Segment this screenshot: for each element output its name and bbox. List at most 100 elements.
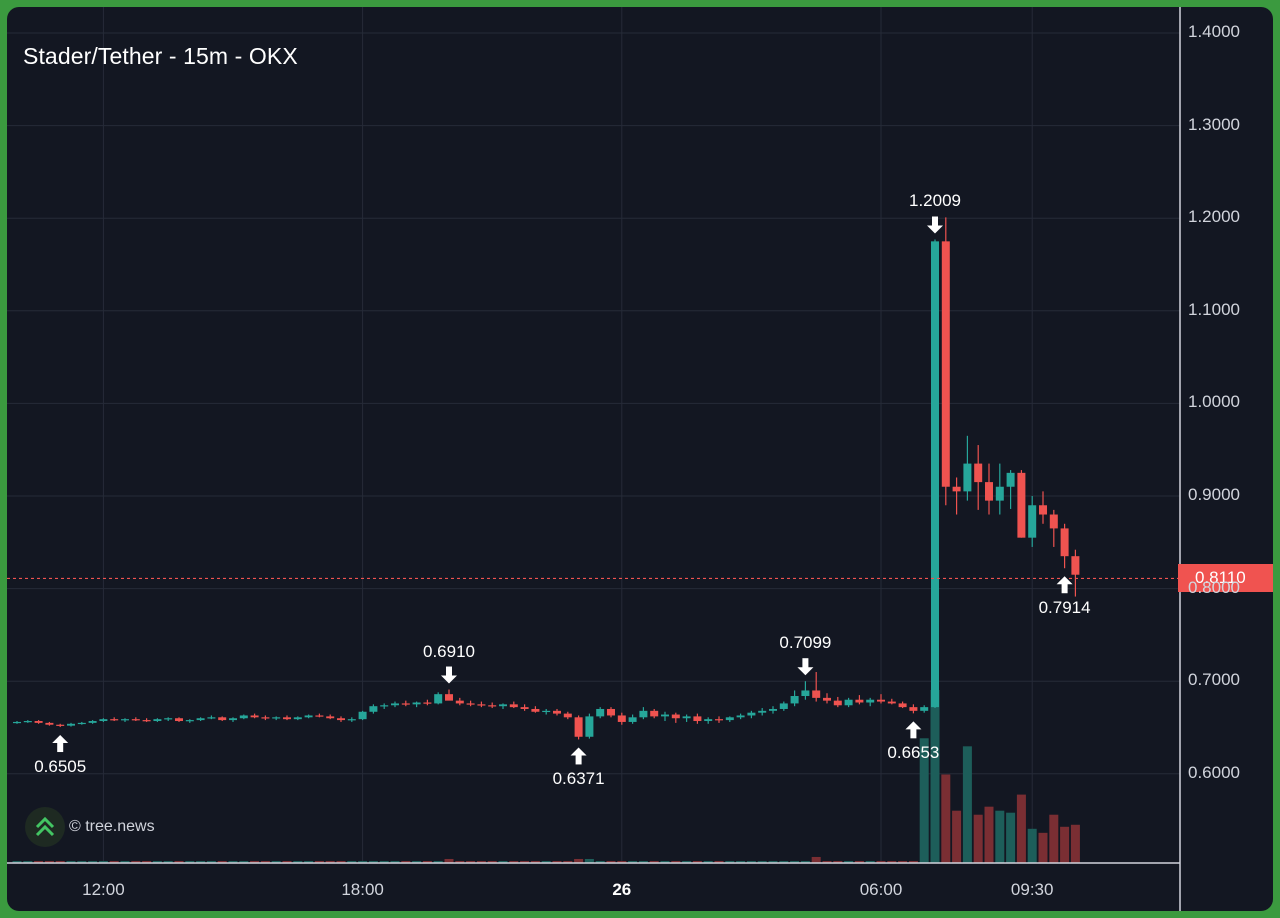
- candle-body: [347, 719, 356, 721]
- volume-bar: [152, 860, 162, 863]
- candle-body: [175, 718, 183, 722]
- price-tick-label: 0.9000: [1188, 485, 1240, 504]
- volume-bar: [725, 860, 735, 863]
- candle-body: [218, 717, 227, 721]
- candle-body: [650, 710, 659, 717]
- volume-bar: [433, 860, 443, 863]
- volume-bar: [984, 806, 994, 863]
- candle-body: [628, 717, 637, 722]
- candle-body: [553, 710, 561, 714]
- candle-body: [250, 715, 259, 718]
- candle-body: [77, 722, 86, 725]
- candle-body: [67, 723, 75, 726]
- candle-body: [434, 694, 443, 704]
- price-tick-label: 0.8000: [1188, 577, 1240, 597]
- volume-bar: [174, 860, 184, 863]
- volume-bar: [390, 860, 400, 863]
- candle-body: [974, 463, 983, 483]
- time-tick-label: 26: [612, 880, 632, 899]
- volume-bar: [476, 860, 486, 863]
- volume-bar: [865, 860, 875, 863]
- candle-body: [963, 463, 972, 492]
- candle-body: [401, 703, 410, 705]
- candle-body: [110, 719, 119, 721]
- volume-bar: [584, 858, 594, 863]
- candle-body: [1017, 472, 1026, 538]
- candle-body: [844, 699, 853, 706]
- volume-bar: [822, 860, 832, 863]
- time-tick-label: 06:00: [859, 880, 903, 899]
- up-arrow-icon-stem: [575, 754, 582, 765]
- volume-bar: [282, 860, 292, 863]
- candle-body: [985, 482, 993, 501]
- candle-body: [520, 707, 529, 709]
- candle-body: [455, 700, 464, 704]
- up-arrow-icon: [905, 721, 922, 730]
- price-annotation-label: 0.6505: [34, 757, 87, 777]
- volume-bar: [606, 860, 616, 863]
- candle-body: [715, 719, 723, 721]
- candle-body: [596, 708, 605, 717]
- candle-body: [369, 706, 378, 712]
- volume-bar: [930, 690, 940, 863]
- volume-bar: [217, 860, 227, 863]
- volume-bar: [422, 860, 432, 863]
- chart-frame: Stader/Tether - 15m - OKX © tree.news 0.…: [7, 7, 1273, 911]
- volume-bar: [163, 860, 173, 863]
- candle-body: [704, 719, 713, 722]
- volume-bar: [617, 860, 627, 863]
- candle-body: [477, 704, 486, 706]
- candle-body: [866, 699, 875, 703]
- price-tick-label: 0.7000: [1188, 670, 1240, 690]
- down-arrow-icon-stem: [802, 658, 809, 669]
- volume-bar: [746, 860, 756, 863]
- volume-bar: [833, 860, 843, 863]
- candle-body: [23, 721, 32, 723]
- volume-bar: [34, 860, 44, 863]
- volume-bar: [55, 860, 65, 863]
- volume-bar: [574, 858, 584, 863]
- volume-bar: [682, 860, 692, 863]
- volume-bar: [466, 860, 476, 863]
- candle-body: [229, 718, 237, 721]
- volume-bar: [790, 860, 800, 863]
- candle-body: [898, 703, 907, 708]
- candle-body: [488, 705, 497, 707]
- candle-body: [13, 721, 21, 724]
- candle-body: [1071, 556, 1080, 575]
- volume-bar: [628, 860, 638, 863]
- candle-body: [380, 705, 389, 707]
- price-annotation-label: 1.2009: [909, 191, 961, 211]
- chart-canvas[interactable]: [7, 7, 1273, 911]
- volume-bar: [757, 860, 767, 863]
- candle-body: [283, 717, 291, 720]
- volume-bar: [250, 860, 260, 863]
- volume-bar: [779, 860, 789, 863]
- candle-body: [617, 715, 626, 722]
- candle-body: [736, 715, 745, 718]
- candle-body: [758, 710, 767, 713]
- price-tick-label: 0.6000: [1188, 762, 1240, 782]
- volume-bar: [260, 860, 270, 863]
- candle-body: [423, 702, 432, 704]
- volume-bar: [228, 860, 238, 863]
- volume-bar: [444, 858, 454, 863]
- volume-bar: [109, 860, 119, 863]
- candle-body: [682, 716, 691, 719]
- volume-bar: [768, 860, 778, 863]
- candle-body: [315, 715, 324, 717]
- volume-bar: [379, 860, 389, 863]
- volume-bar: [530, 860, 540, 863]
- volume-bar: [23, 860, 33, 863]
- volume-bar: [239, 860, 249, 863]
- volume-bar: [552, 860, 562, 863]
- volume-bar: [844, 860, 854, 863]
- volume-bar: [293, 860, 303, 863]
- volume-bar: [271, 860, 281, 863]
- price-tick-label: 1.3000: [1188, 114, 1240, 134]
- volume-bar: [995, 810, 1005, 863]
- volume-bar: [185, 860, 195, 863]
- price-tick-label: 1.2000: [1188, 207, 1240, 227]
- volume-bar: [800, 860, 810, 863]
- volume-bar: [368, 860, 378, 863]
